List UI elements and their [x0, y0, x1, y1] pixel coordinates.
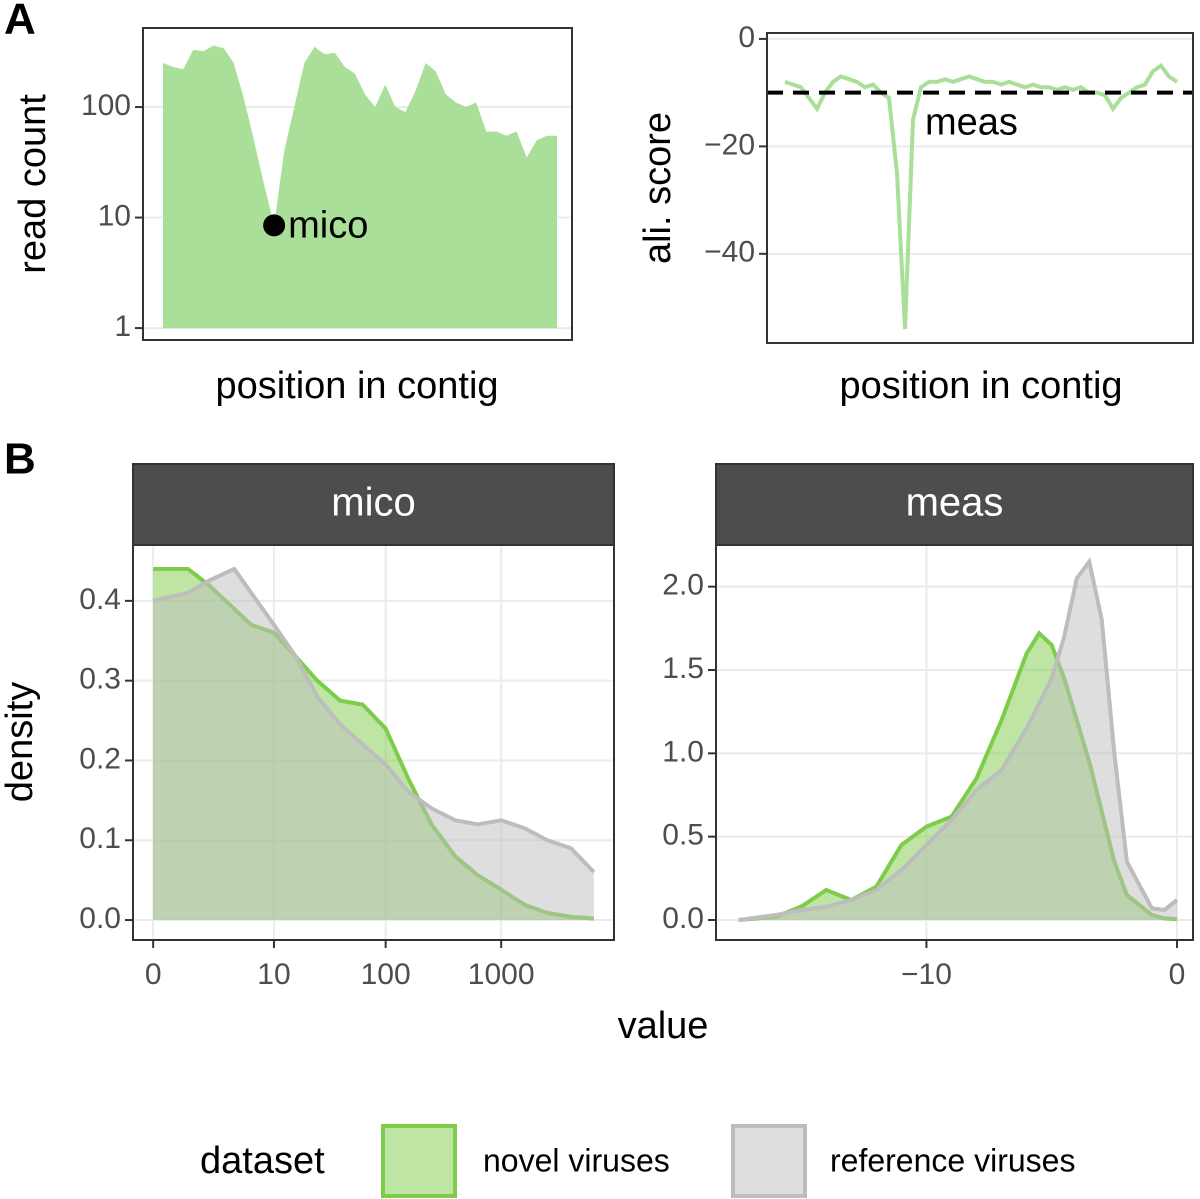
- y-tick-label: −40: [704, 236, 755, 269]
- facet-title: mico: [331, 481, 415, 525]
- panel-label: B: [4, 435, 36, 484]
- panel-label: A: [4, 0, 36, 44]
- y-axis-title: density: [0, 682, 41, 802]
- x-axis-title: position in contig: [215, 365, 498, 407]
- line: [784, 63, 1179, 330]
- legend-title: dataset: [200, 1140, 325, 1182]
- x-axis-title: position in contig: [839, 365, 1122, 407]
- x-tick-label: 1000: [468, 958, 535, 991]
- x-tick-label: 10: [257, 958, 290, 991]
- panel-border: [132, 544, 615, 941]
- annotation-point: [263, 214, 286, 237]
- panel: 1 10 100 mico position in contig read count: [12, 27, 573, 407]
- y-tick-label: 10: [98, 199, 131, 232]
- y-tick-label: 0.3: [79, 663, 121, 696]
- y-tick-label: −20: [704, 128, 755, 161]
- facet-strip: [715, 463, 1194, 546]
- y-tick-label: 0.1: [79, 822, 121, 855]
- y-tick-label: 1.5: [662, 652, 704, 685]
- y-tick-label: 0.0: [662, 902, 704, 935]
- y-axis-title: read count: [12, 94, 54, 274]
- legend-label: novel viruses: [483, 1142, 670, 1178]
- x-axis-title: value: [618, 1005, 709, 1047]
- y-tick-label: 0: [738, 21, 755, 54]
- y-tick-label: 1: [114, 310, 131, 343]
- density-line: [738, 556, 1179, 922]
- legend-label: reference viruses: [830, 1142, 1075, 1178]
- area: [163, 45, 557, 329]
- panel-border: [142, 27, 573, 341]
- y-tick-label: 0.2: [79, 742, 121, 775]
- legend-swatch: [731, 1124, 807, 1198]
- reference-label: meas: [925, 102, 1018, 144]
- y-axis-title: ali. score: [637, 112, 679, 264]
- y-tick-label: 100: [81, 89, 131, 122]
- facet-title: meas: [906, 481, 1004, 525]
- annotation-label: mico: [288, 204, 368, 246]
- panel: 0 −20 −40 meas position in contig ali. score: [637, 21, 1194, 407]
- panel: 0.0 0.1 0.2 0.3 0.4 0 10 100 1000 mico: [79, 463, 615, 991]
- legend-swatch: [381, 1124, 457, 1198]
- x-tick-label: −10: [901, 958, 952, 991]
- y-tick-label: 0.0: [79, 902, 121, 935]
- y-tick-label: 0.4: [79, 583, 121, 616]
- panel: 0.0 0.5 1.0 1.5 2.0 −10 0 meas: [662, 463, 1194, 991]
- density-line: [152, 566, 596, 874]
- y-tick-label: 0.5: [662, 819, 704, 852]
- y-tick-label: 2.0: [662, 569, 704, 602]
- y-tick-label: 1.0: [662, 735, 704, 768]
- density-area: [738, 561, 1177, 920]
- x-tick-label: 0: [145, 958, 162, 991]
- panel-border: [715, 544, 1194, 941]
- x-tick-label: 100: [361, 958, 411, 991]
- facet-strip: [132, 463, 615, 546]
- panel-border: [766, 32, 1194, 344]
- x-tick-label: 0: [1169, 958, 1186, 991]
- density-area: [153, 568, 594, 921]
